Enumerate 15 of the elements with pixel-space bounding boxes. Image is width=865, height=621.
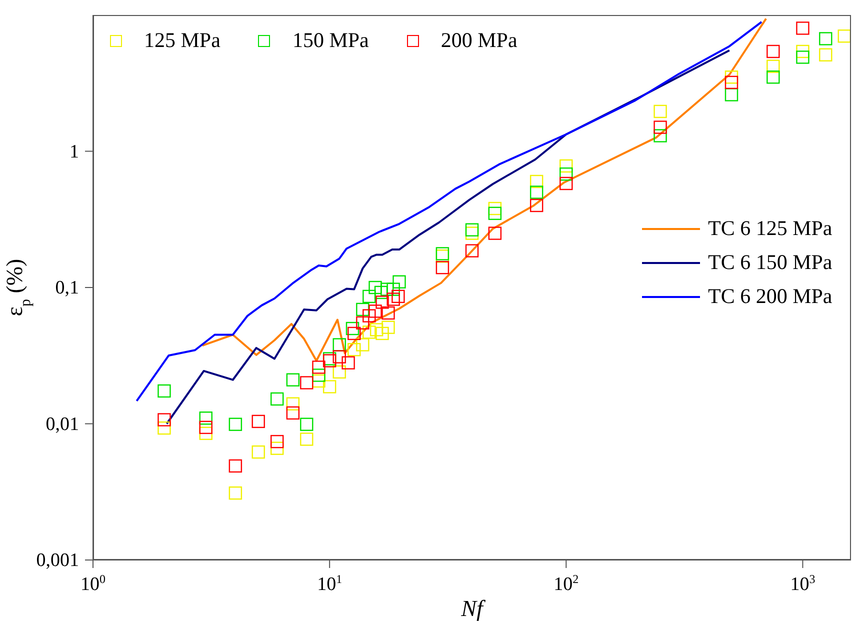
y-tick-label: 0,001 — [36, 550, 79, 571]
x-tick-label: 10$^{0}$ — [80, 572, 106, 595]
legend-label: 200 MPa — [440, 28, 518, 53]
x-tick-label: 10$^{2}$ — [554, 572, 579, 595]
legend-label: 150 MPa — [292, 28, 369, 53]
legend-label: TC 6 125 MPa — [708, 216, 832, 241]
x-axis-title: Nf — [460, 596, 486, 621]
y-tick-label: 1 — [70, 141, 79, 162]
y-tick-label: 0,1 — [55, 278, 79, 298]
legend-label: TC 6 150 MPa — [708, 250, 832, 275]
x-tick-label: 10$^{3}$ — [790, 572, 816, 595]
legend-label: TC 6 200 MPa — [708, 284, 832, 309]
y-tick-label: 0,01 — [46, 414, 79, 435]
x-tick-label: 10$^{1}$ — [317, 572, 342, 595]
legend-label: 125 MPa — [144, 28, 220, 53]
